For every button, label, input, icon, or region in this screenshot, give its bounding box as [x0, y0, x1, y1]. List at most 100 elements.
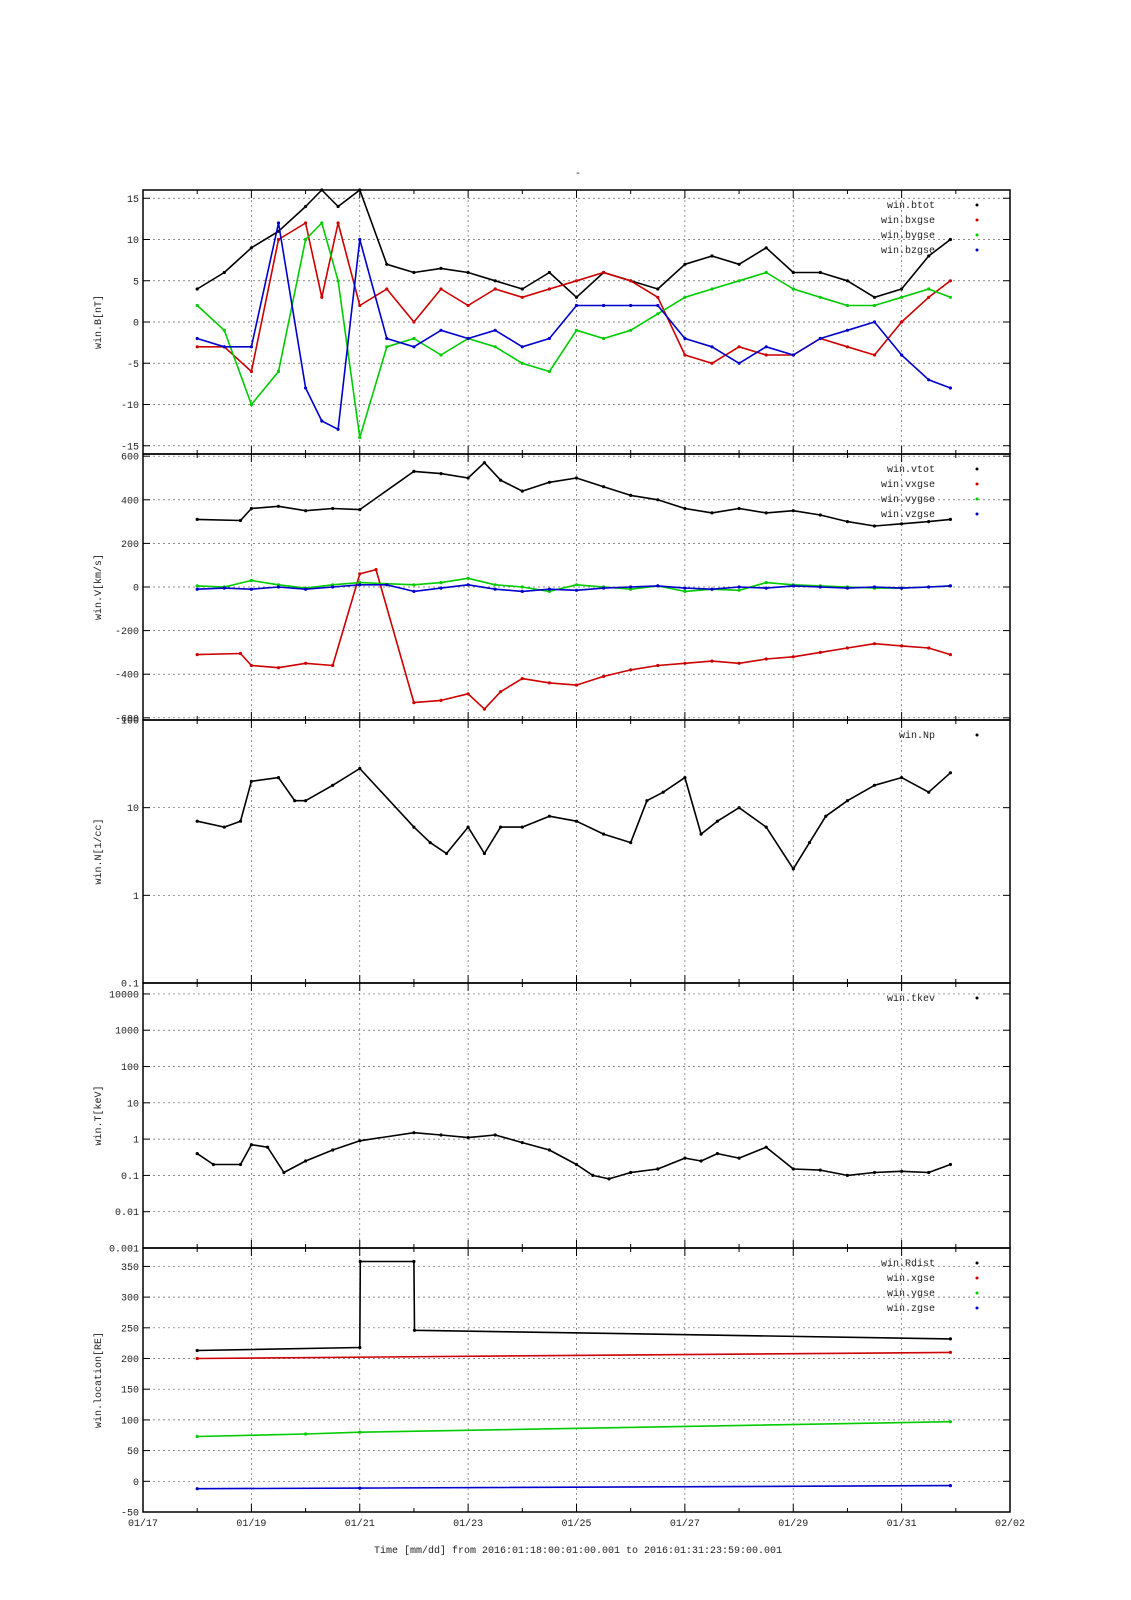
- x-tick-label: 01/21: [345, 1518, 375, 1530]
- data-point: [520, 345, 524, 349]
- data-point: [493, 328, 497, 332]
- plot-frame: [142, 1247, 1011, 1513]
- data-point: [948, 1420, 953, 1424]
- data-point: [238, 518, 243, 523]
- data-point: [710, 587, 714, 591]
- series-line-win-zgse: [197, 1484, 951, 1490]
- data-point: [656, 584, 660, 588]
- data-point: [520, 585, 524, 589]
- data-point: [710, 361, 714, 365]
- data-point: [602, 336, 606, 341]
- data-point: [412, 701, 416, 705]
- data-point: [737, 262, 741, 266]
- legend-label: win.ygse: [887, 1288, 935, 1300]
- data-point: [439, 328, 443, 332]
- data-point: [520, 677, 524, 681]
- data-point: [602, 832, 606, 836]
- data-point: [439, 472, 443, 476]
- data-point: [574, 476, 579, 480]
- data-point: [699, 1159, 703, 1163]
- data-point: [238, 819, 243, 823]
- data-point: [282, 1170, 286, 1175]
- legend-marker: [975, 203, 979, 207]
- data-point: [358, 583, 362, 587]
- data-point: [439, 698, 443, 703]
- data-point: [412, 336, 416, 341]
- legend-marker: [975, 482, 979, 486]
- data-point: [574, 303, 579, 308]
- x-tick-label: 01/17: [128, 1518, 158, 1530]
- data-point: [683, 262, 687, 266]
- legend-label: win.vzgse: [881, 509, 935, 521]
- data-point: [304, 509, 308, 513]
- data-point: [715, 1152, 720, 1156]
- data-point: [358, 1259, 362, 1264]
- data-point: [222, 825, 226, 829]
- data-point: [683, 589, 687, 594]
- data-point: [900, 522, 904, 526]
- data-point: [900, 776, 904, 780]
- data-point: [493, 279, 497, 283]
- legend-label: win.vtot: [887, 464, 935, 476]
- y-tick-label: 300: [121, 1294, 139, 1305]
- data-point: [791, 867, 795, 871]
- legend-marker: [975, 233, 979, 237]
- data-point: [948, 517, 953, 522]
- data-point: [764, 270, 768, 275]
- legend-label: win.xgse: [887, 1273, 935, 1285]
- data-point: [466, 476, 470, 480]
- data-point: [439, 581, 443, 585]
- data-point: [948, 386, 953, 390]
- data-point: [358, 508, 362, 512]
- data-point: [493, 583, 497, 587]
- x-tick-label: 01/31: [887, 1518, 917, 1530]
- data-point: [591, 1173, 595, 1177]
- panel-3: 0.1 1 10 100 win.N[1/cc] win.Np: [93, 717, 1011, 991]
- data-point: [629, 303, 633, 308]
- data-point: [764, 581, 768, 585]
- data-point: [276, 585, 281, 589]
- data-point: [547, 1148, 552, 1152]
- x-tick-label: 02/02: [995, 1518, 1025, 1530]
- data-point: [737, 588, 741, 592]
- data-point: [791, 353, 795, 357]
- data-point: [249, 506, 253, 511]
- data-point: [385, 336, 389, 341]
- data-point: [629, 328, 633, 332]
- y-tick-label: 0.1: [121, 1172, 139, 1183]
- data-point: [249, 587, 253, 591]
- data-point: [602, 270, 606, 275]
- data-point: [845, 328, 850, 332]
- series-line-win-Rdist: [197, 1260, 951, 1352]
- series-line-win-ygse: [197, 1420, 951, 1438]
- data-point: [222, 345, 226, 349]
- data-point: [493, 345, 497, 349]
- data-point: [872, 303, 877, 308]
- data-point: [276, 369, 281, 374]
- data-point: [791, 270, 795, 275]
- data-point: [331, 783, 335, 787]
- data-point: [629, 585, 633, 589]
- data-point: [195, 287, 199, 291]
- data-point: [710, 659, 714, 663]
- data-point: [845, 586, 850, 590]
- data-point: [900, 644, 904, 648]
- data-point: [574, 328, 579, 332]
- data-point: [927, 287, 931, 291]
- data-point: [948, 237, 953, 242]
- data-point: [683, 586, 687, 590]
- data-point: [466, 825, 470, 829]
- data-point: [927, 646, 931, 650]
- data-point: [656, 498, 660, 502]
- data-point: [195, 345, 199, 349]
- data-point: [336, 427, 340, 431]
- y-tick-label: 10: [127, 804, 139, 815]
- data-point: [927, 1170, 931, 1175]
- data-point: [791, 1167, 795, 1171]
- data-point: [304, 386, 308, 390]
- data-point: [683, 661, 687, 665]
- data-point: [493, 287, 497, 291]
- data-point: [710, 511, 714, 515]
- data-point: [607, 1177, 611, 1181]
- data-point: [466, 583, 470, 587]
